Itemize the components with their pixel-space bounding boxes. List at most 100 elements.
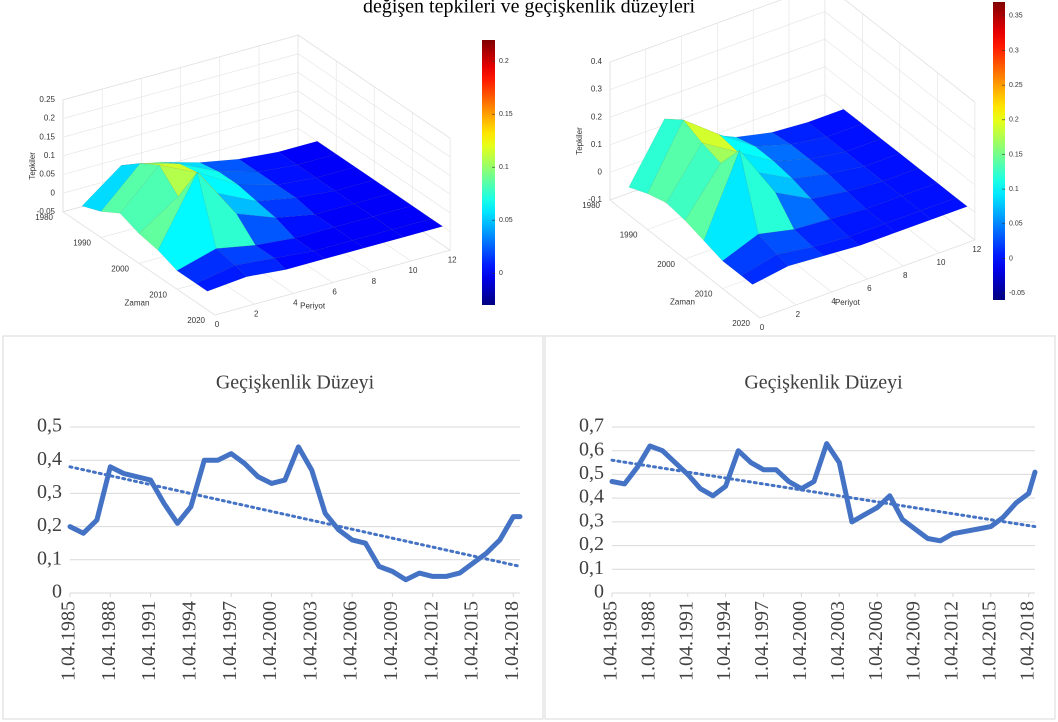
x-tick-label: 1.04.2000: [259, 601, 281, 681]
y-tick-label: 0: [52, 581, 62, 603]
x-tick-label: 1.04.2006: [340, 601, 362, 681]
z-tick-label: -0.05: [37, 207, 56, 216]
x-axis-label: Zaman: [670, 298, 695, 307]
colorbar-tick-label: 0.15: [499, 111, 513, 118]
y-tick-label: 12: [972, 245, 981, 254]
y-tick-label: 4: [831, 297, 836, 306]
panel-border: [2, 335, 544, 720]
chart-title: Geçişkenlik Düzeyi: [744, 372, 903, 394]
surface-patch: [273, 250, 326, 270]
y-tick-label: 6: [332, 288, 337, 297]
x-tick-label: 1.04.2015: [978, 601, 1000, 681]
y-tick-label: 0,2: [37, 514, 62, 536]
y-tick-label: 0,6: [579, 438, 604, 460]
z-axis-label: Tepkiler: [28, 152, 37, 180]
series-line: [67, 444, 523, 583]
x-tick-label: 1.04.2015: [461, 601, 483, 681]
x-tick-label: 1.04.1991: [138, 601, 160, 681]
y-tick-label: 10: [937, 258, 946, 267]
y-tick-label: 0,5: [579, 462, 604, 484]
panel-border: [544, 335, 1056, 720]
x-tick-label: 1.04.2018: [501, 601, 523, 681]
z-tick-label: 0.15: [39, 132, 55, 141]
x-tick-label: 1.04.2000: [789, 601, 811, 681]
colorbar-tick-label: 0.15: [1009, 151, 1023, 158]
surface-patch: [740, 254, 789, 285]
x-tick-label: 1.04.1985: [600, 601, 622, 681]
x-tick-label: 1.04.1994: [178, 601, 200, 681]
surface-patch: [234, 257, 287, 277]
y-tick-label: 8: [903, 271, 908, 280]
y-tick-label: 0,7: [579, 415, 604, 437]
z-tick-label: 0.2: [591, 112, 603, 121]
z-tick-label: 0.1: [591, 140, 603, 149]
figure-title: değişen tepkileri ve geçişkenlik düzeyle…: [363, 0, 696, 18]
x-tick-label: 2000: [111, 265, 129, 274]
x-tick-label: 1.04.2009: [380, 601, 402, 681]
y-tick-label: 0,3: [37, 481, 62, 503]
colorbar: [993, 2, 1005, 300]
y-tick-label: 2: [254, 309, 259, 318]
z-tick-label: 0.25: [39, 95, 55, 104]
y-tick-label: 0,5: [37, 415, 62, 437]
x-tick-label: 2010: [695, 290, 713, 299]
x-tick-label: 1.04.2009: [903, 601, 925, 681]
x-tick-label: 1.04.1991: [675, 601, 697, 681]
x-tick-label: 1.04.1985: [58, 601, 80, 681]
x-tick-label: 1.04.2012: [420, 601, 442, 681]
colorbar-tick-label: 0.1: [1009, 186, 1019, 193]
y-axis-label: Periyot: [835, 298, 861, 307]
y-tick-label: 4: [293, 299, 298, 308]
z-tick-label: 0: [51, 188, 56, 197]
grid-line: [62, 99, 216, 316]
y-tick-label: 10: [409, 266, 418, 275]
y-tick-label: 12: [448, 255, 457, 264]
x-tick-label: 2000: [657, 260, 675, 269]
z-tick-label: 0.05: [39, 170, 55, 179]
colorbar-tick-label: 0.25: [1009, 82, 1023, 89]
x-tick-label: 1.04.1997: [751, 601, 773, 681]
colorbar-tick-label: 0.1: [499, 164, 509, 171]
colorbar-tick-label: 0.2: [499, 58, 509, 65]
y-axis-label: Periyot: [300, 302, 326, 311]
colorbar: [482, 40, 495, 305]
y-tick-label: 6: [867, 284, 872, 293]
y-tick-label: 0,4: [579, 486, 604, 508]
x-tick-label: 1980: [35, 213, 53, 222]
x-tick-label: 1990: [73, 239, 91, 248]
colorbar-tick-label: 0: [1009, 255, 1013, 262]
colorbar-tick-label: -0.05: [1009, 290, 1025, 297]
x-tick-label: 1.04.2003: [299, 601, 321, 681]
x-tick-label: 1.04.1988: [98, 601, 120, 681]
x-tick-label: 1.04.1997: [219, 601, 241, 681]
x-tick-label: 1.04.2003: [827, 601, 849, 681]
x-axis-label: Zaman: [125, 298, 150, 307]
x-tick-label: 1980: [582, 201, 600, 210]
z-tick-label: 0.1: [44, 151, 56, 160]
x-tick-label: 1.04.2018: [1016, 601, 1038, 681]
grid-line: [609, 62, 761, 319]
y-tick-label: 0,1: [579, 557, 604, 579]
y-tick-label: 2: [796, 310, 801, 319]
y-tick-label: 0,3: [579, 509, 604, 531]
y-tick-label: 0,1: [37, 547, 62, 569]
y-tick-label: 0,2: [579, 533, 604, 555]
surface-patch: [391, 218, 444, 238]
colorbar-tick-label: 0.05: [499, 217, 513, 224]
x-tick-label: 1.04.2006: [865, 601, 887, 681]
x-tick-label: 1.04.1994: [713, 601, 735, 681]
y-tick-label: 0,4: [37, 448, 62, 470]
y-tick-label: 0: [215, 320, 220, 329]
series-line: [609, 441, 1038, 544]
z-tick-label: 0: [598, 168, 603, 177]
colorbar-tick-label: 0.05: [1009, 221, 1023, 228]
z-tick-label: 0.4: [591, 57, 603, 66]
x-tick-label: 1.04.1988: [637, 601, 659, 681]
colorbar-tick-label: 0: [499, 270, 503, 277]
colorbar-tick-label: 0.2: [1009, 117, 1019, 124]
z-axis-label: Tepkiler: [575, 127, 584, 155]
x-tick-label: 1.04.2012: [941, 601, 963, 681]
z-tick-label: 0.2: [44, 114, 56, 123]
z-tick-label: -0.1: [588, 195, 602, 204]
